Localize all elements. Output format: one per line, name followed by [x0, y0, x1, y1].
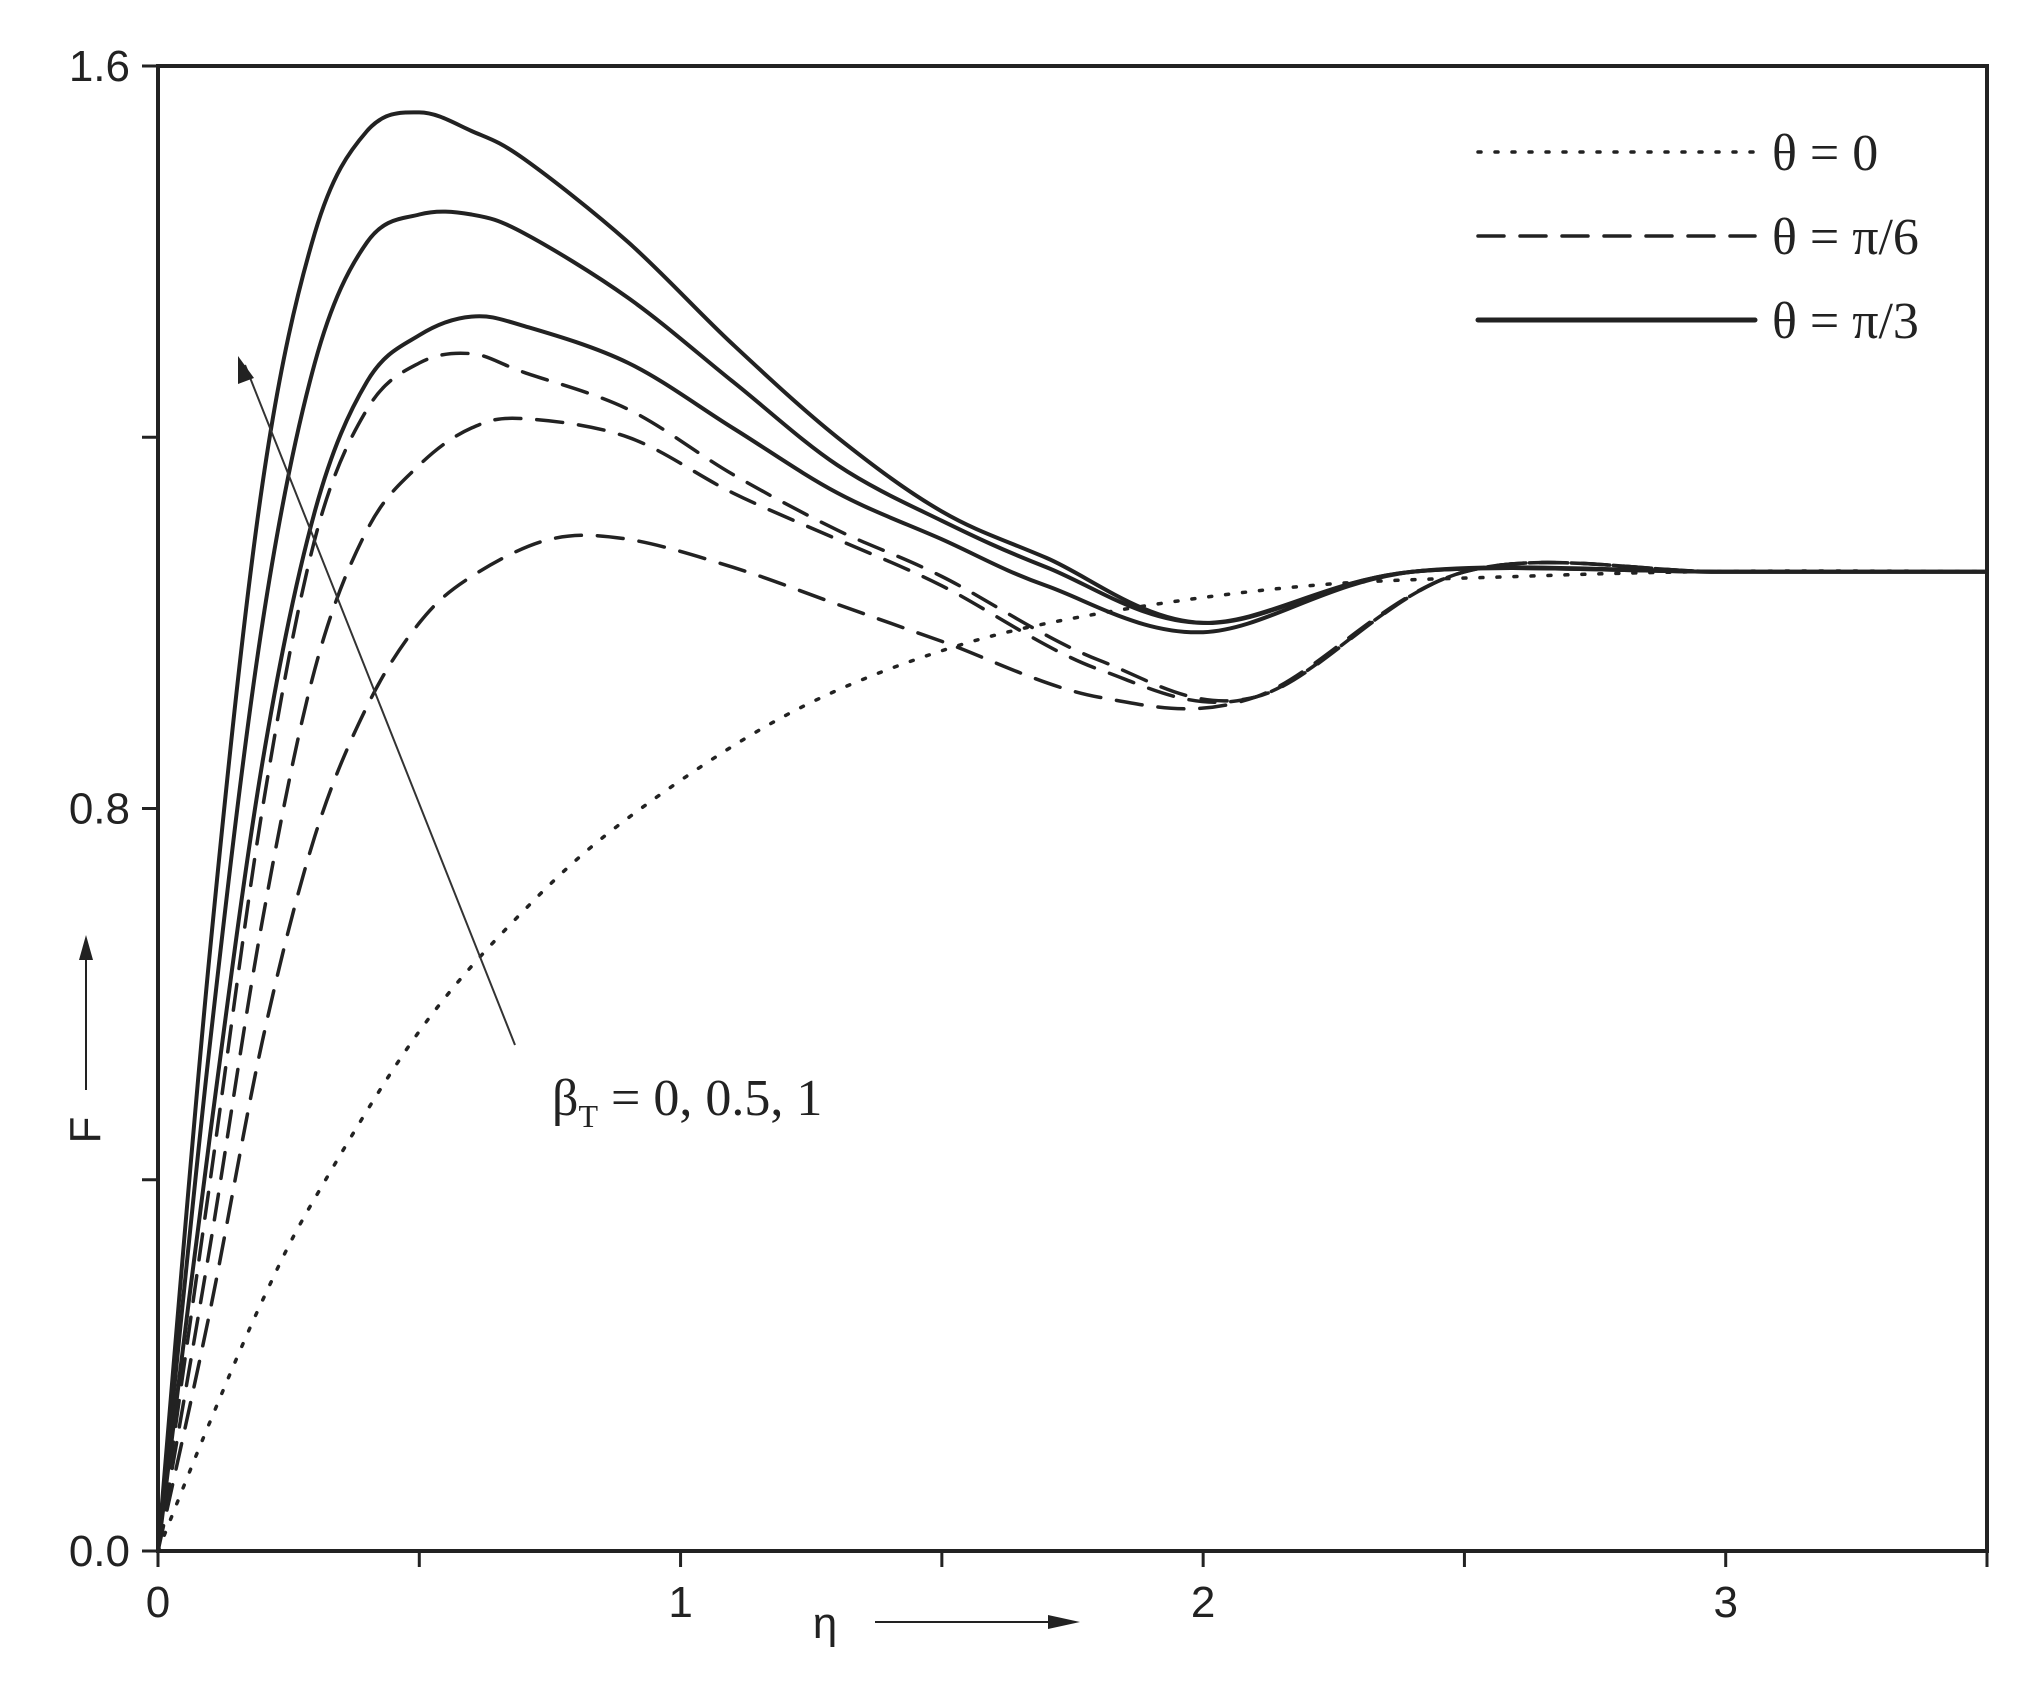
series-line: [156, 351, 1989, 1553]
series-line: [156, 533, 1989, 1553]
x-axis-label: η: [813, 1599, 837, 1648]
series-line: [156, 416, 1989, 1553]
legend: θ = 0 θ = π/6 θ = π/3: [1475, 125, 1919, 350]
legend-label: θ = 0: [1772, 125, 1878, 182]
x-tick-label: 3: [1713, 1578, 1737, 1627]
y-axis-label: F: [61, 1117, 110, 1144]
x-tick-label: 0: [146, 1578, 170, 1627]
x-tick-label: 1: [668, 1578, 692, 1627]
annotation-arrowhead: [238, 356, 254, 384]
annotation-arrow-line: [244, 364, 516, 1046]
y-tick-label: 1.6: [69, 42, 130, 91]
series-line: [156, 569, 1989, 1553]
annotation-label: βT = 0, 0.5, 1: [552, 1070, 822, 1134]
series-line: [156, 314, 1989, 1553]
series-line: [156, 209, 1989, 1553]
legend-label: θ = π/6: [1772, 209, 1919, 266]
y-tick-label: 0.0: [69, 1527, 130, 1576]
y-tick-label: 0.8: [69, 785, 130, 834]
x-tick-label: 2: [1191, 1578, 1215, 1627]
legend-label: θ = π/3: [1772, 293, 1919, 350]
y-axis-arrowhead: [79, 935, 93, 960]
series-line: [156, 110, 1989, 1553]
plot-frame: [156, 64, 1989, 1553]
x-axis-arrowhead: [1048, 1615, 1080, 1629]
